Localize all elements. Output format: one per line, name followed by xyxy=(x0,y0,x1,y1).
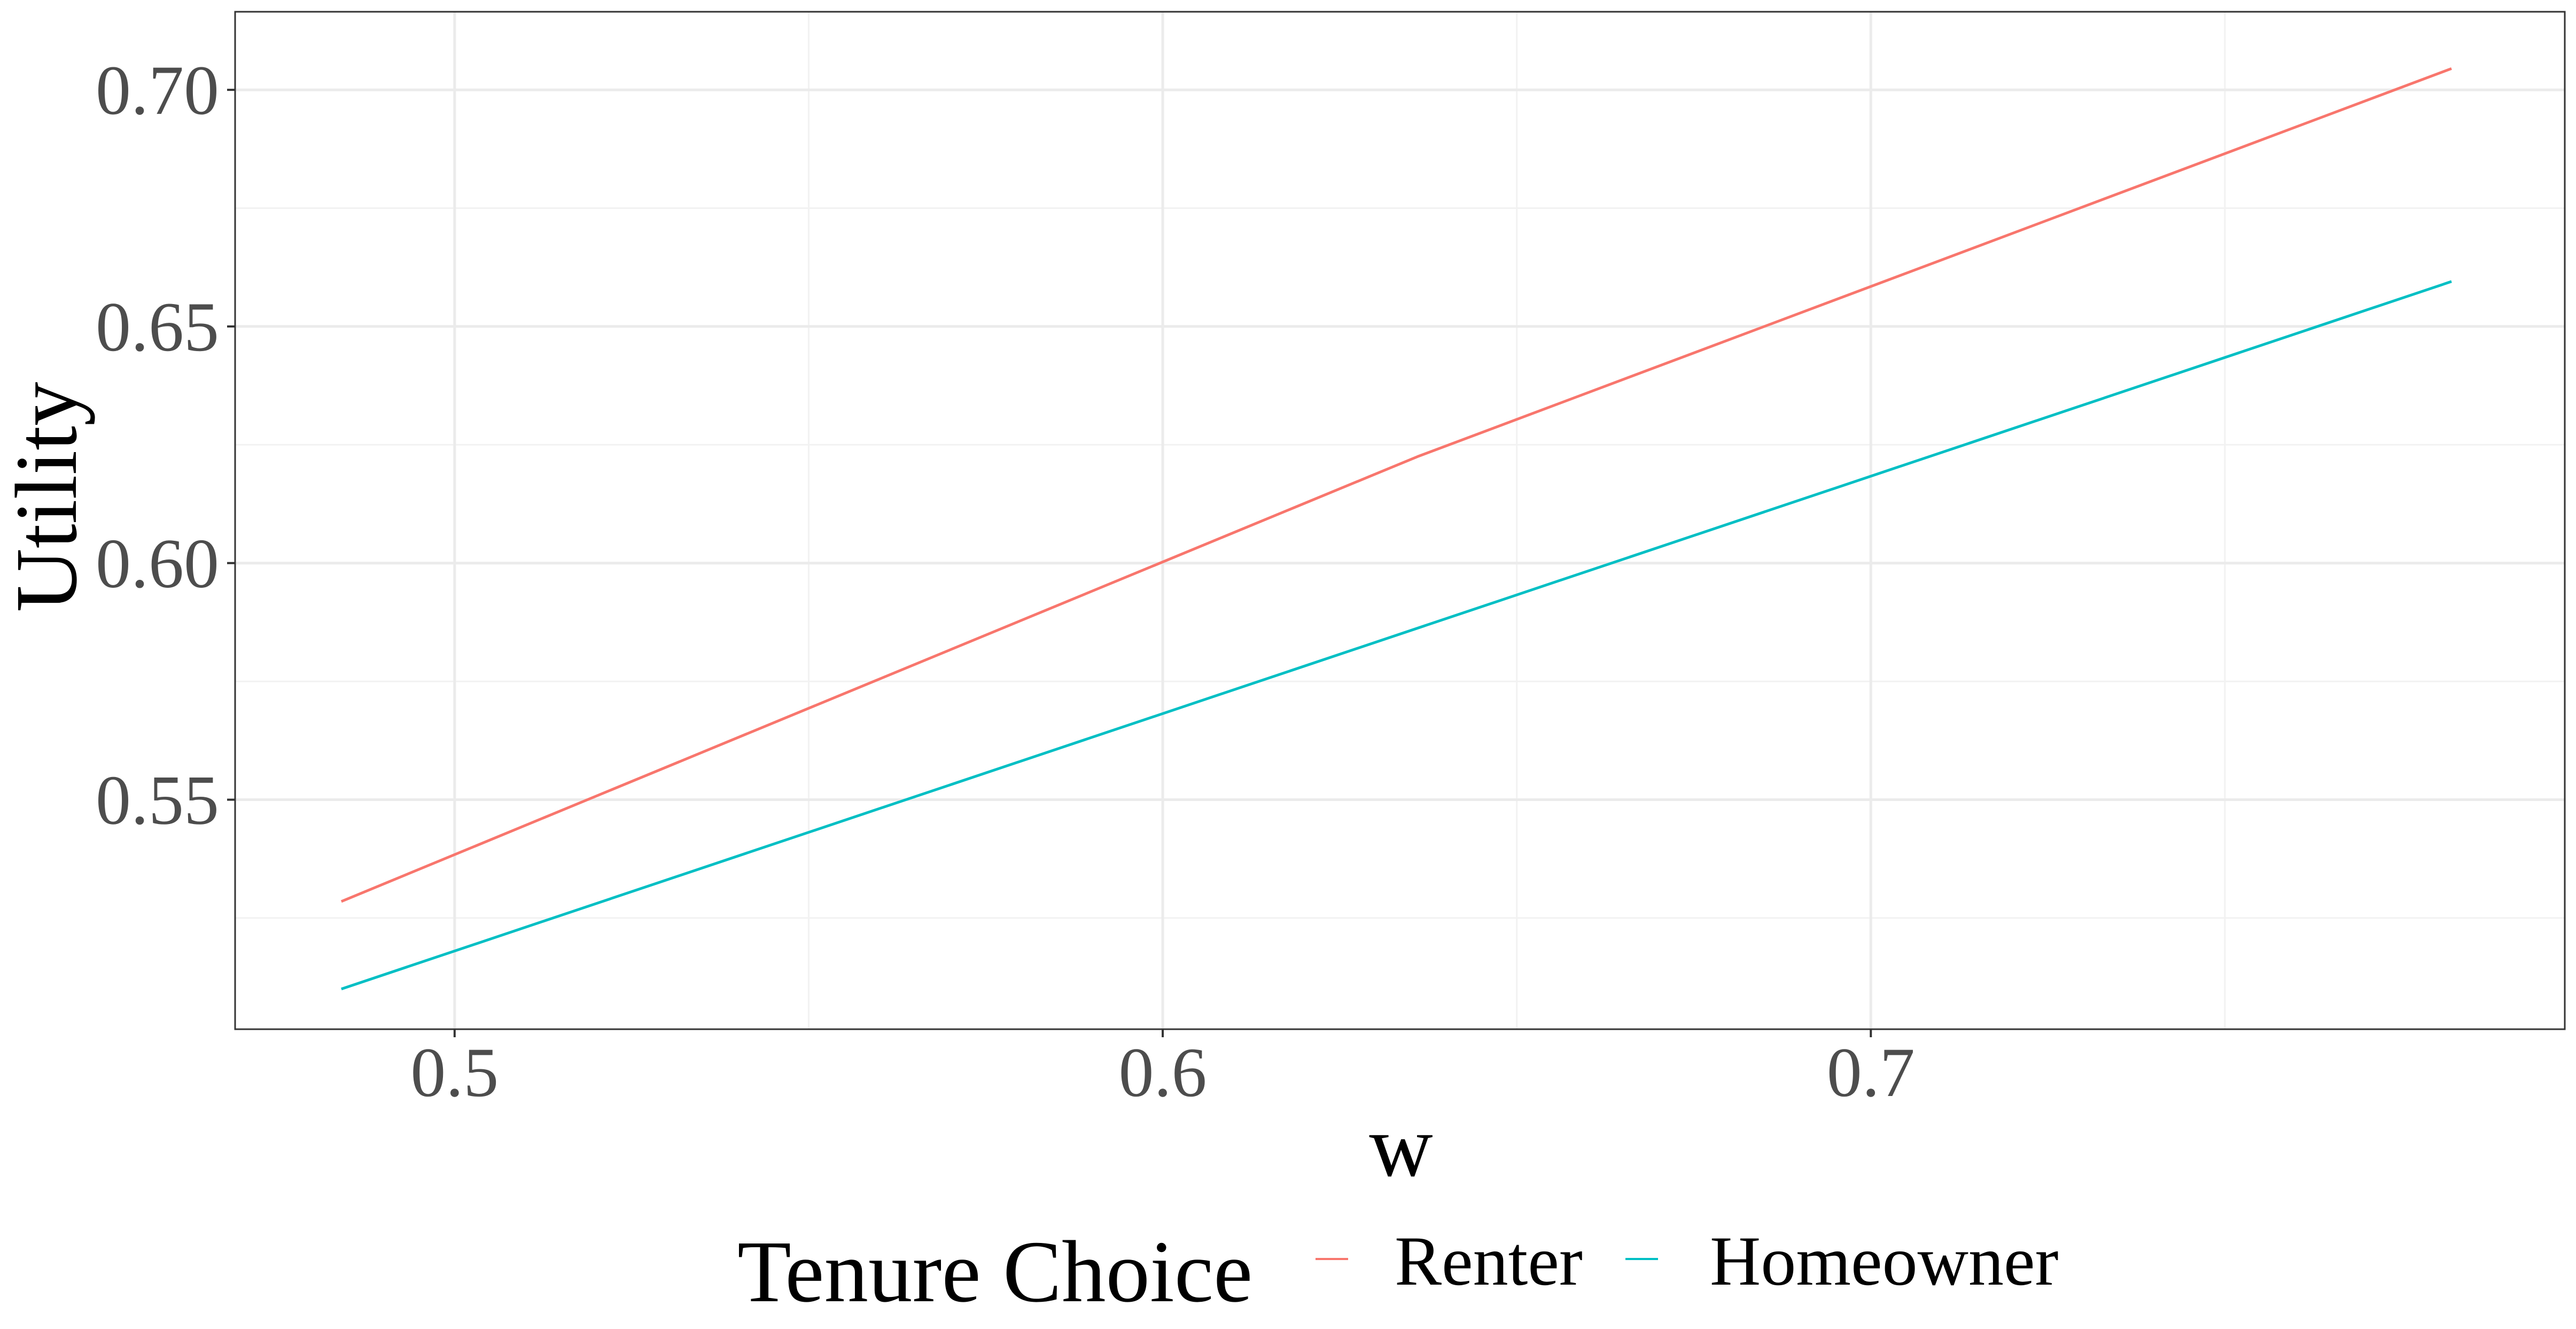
legend-label-homeowner: Homeowner xyxy=(1710,1222,2058,1300)
axis-ticks: 0.5 0.6 0.7 0.55 0.60 0.65 0.70 xyxy=(96,51,1915,1112)
x-axis-title: w xyxy=(1369,1097,1433,1195)
legend: Tenure Choice Renter Homeowner xyxy=(737,1222,2058,1320)
grid-lines xyxy=(235,12,2565,1029)
series-line-homeowner xyxy=(341,280,2452,991)
y-tick-label: 0.55 xyxy=(96,760,219,839)
series-lines xyxy=(340,67,2452,991)
x-tick-label: 0.7 xyxy=(1827,1033,1915,1112)
x-tick-label: 0.6 xyxy=(1119,1033,1207,1112)
y-tick-label: 0.60 xyxy=(96,524,219,603)
y-axis-title: Utility xyxy=(0,382,95,612)
y-tick-label: 0.65 xyxy=(96,287,219,366)
y-tick-label: 0.70 xyxy=(96,51,219,129)
series-line-renter xyxy=(340,67,2452,903)
legend-title: Tenure Choice xyxy=(737,1223,1252,1320)
x-tick-label: 0.5 xyxy=(410,1033,499,1112)
legend-label-renter: Renter xyxy=(1395,1222,1583,1300)
plot-panel-border xyxy=(234,11,2566,1030)
